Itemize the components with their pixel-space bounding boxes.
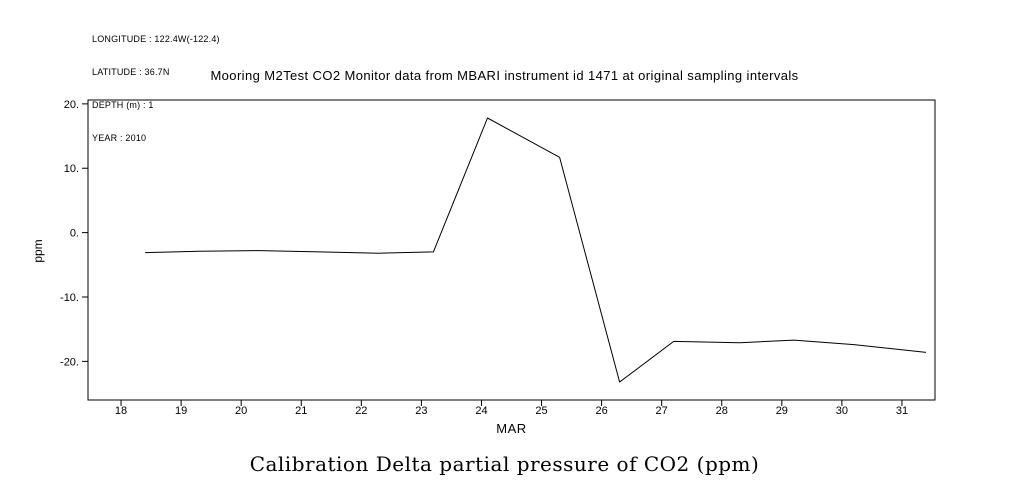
metadata-latitude: LATITUDE : 36.7N <box>92 67 170 77</box>
metadata-longitude: LONGITUDE : 122.4W(-122.4) <box>92 34 220 44</box>
x-tick-label: 22 <box>355 405 367 417</box>
x-tick-label: 25 <box>535 405 547 417</box>
x-tick-label: 20 <box>235 405 247 417</box>
x-tick-label: 19 <box>175 405 187 417</box>
x-tick-label: 18 <box>115 405 127 417</box>
y-tick-label: 10. <box>64 163 79 175</box>
y-tick-label: -20. <box>60 356 79 368</box>
y-tick-label: 20. <box>64 99 79 111</box>
x-tick-label: 24 <box>475 405 487 417</box>
plot-title: Mooring M2Test CO2 Monitor data from MBA… <box>210 68 799 83</box>
metadata-year: YEAR : 2010 <box>92 133 147 143</box>
metadata-depth: DEPTH (m) : 1 <box>92 100 154 110</box>
station-metadata: LONGITUDE : 122.4W(-122.4) LATITUDE : 36… <box>92 12 220 166</box>
x-tick-label: 26 <box>595 405 607 417</box>
y-tick-label: 0. <box>70 228 79 240</box>
y-tick-label: -10. <box>60 292 79 304</box>
plot-border <box>87 99 936 401</box>
x-tick-label: 30 <box>836 405 848 417</box>
plot-caption: Calibration Delta partial pressure of CO… <box>249 452 760 476</box>
x-tick-label: 31 <box>896 405 908 417</box>
x-tick-label: 27 <box>656 405 668 417</box>
data-line <box>145 117 927 383</box>
x-tick-label: 29 <box>776 405 788 417</box>
x-tick-label: 21 <box>295 405 307 417</box>
y-axis-label: ppm <box>31 239 45 263</box>
x-tick-label: 28 <box>716 405 728 417</box>
x-tick-label: 23 <box>415 405 427 417</box>
x-axis-label: MAR <box>496 421 527 436</box>
